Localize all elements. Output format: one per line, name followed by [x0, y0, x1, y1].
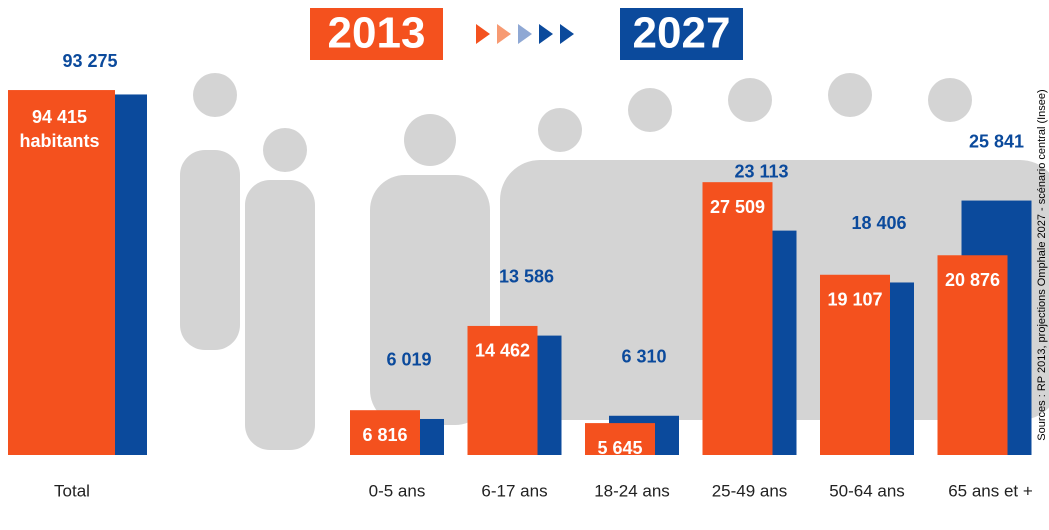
silhouette — [263, 128, 307, 172]
value-label: 6 019 — [386, 350, 431, 370]
legend-label: 2013 — [328, 9, 426, 58]
plot-area: 93 275 94 415 habitants Total 6 019 6 816 0-5 … — [8, 51, 1033, 500]
value-label: 5 645 — [597, 438, 642, 458]
x-tick-label: 25-49 ans — [712, 481, 788, 500]
value-label: 18 406 — [851, 213, 906, 233]
silhouette — [928, 78, 972, 122]
legend-arrow — [476, 24, 490, 44]
silhouette — [828, 73, 872, 117]
legend-label: 2027 — [633, 9, 731, 58]
value-label: 20 876 — [945, 270, 1000, 290]
x-tick-label: 65 ans et + — [948, 481, 1033, 500]
bar — [350, 410, 420, 455]
silhouette — [728, 78, 772, 122]
legend-swatch — [310, 8, 443, 60]
value-label: 25 841 — [969, 131, 1024, 151]
bar — [585, 423, 655, 455]
bar — [820, 274, 890, 455]
value-label: 23 113 — [734, 161, 788, 181]
value-label: 27 509 — [710, 197, 765, 217]
silhouette — [538, 108, 582, 152]
bar — [702, 182, 773, 455]
bar — [467, 325, 538, 455]
value-label: 19 107 — [827, 290, 882, 310]
silhouette — [180, 150, 240, 350]
x-tick-label: 18-24 ans — [594, 481, 670, 500]
silhouettes — [180, 73, 1049, 450]
legend: 2013 2027 — [310, 8, 743, 60]
value-label: 6 816 — [362, 425, 407, 445]
value-label: 93 275 — [62, 51, 117, 71]
silhouette — [193, 73, 237, 117]
legend-arrow — [539, 24, 553, 44]
x-tick-label: 0-5 ans — [369, 481, 426, 500]
legend-arrow — [560, 24, 574, 44]
value-label: 6 310 — [621, 347, 666, 367]
bar — [937, 255, 1008, 455]
bar — [8, 90, 115, 456]
silhouette — [628, 88, 672, 132]
value-label: 13 586 — [499, 266, 554, 286]
legend-arrow — [497, 24, 511, 44]
unit-label: habitants — [19, 131, 99, 151]
legend-arrow — [518, 24, 532, 44]
value-label: 94 415 — [32, 107, 87, 127]
x-tick-label: 50-64 ans — [829, 481, 905, 500]
value-label: 14 462 — [475, 341, 530, 361]
x-tick-label: 6-17 ans — [481, 481, 547, 500]
x-tick-label: Total — [54, 481, 90, 500]
source-note: Sources : RP 2013, projections Omphale 2… — [1036, 89, 1048, 440]
silhouette — [404, 114, 456, 166]
legend-swatch — [620, 8, 743, 60]
silhouette — [245, 180, 315, 450]
silhouette — [370, 175, 490, 425]
